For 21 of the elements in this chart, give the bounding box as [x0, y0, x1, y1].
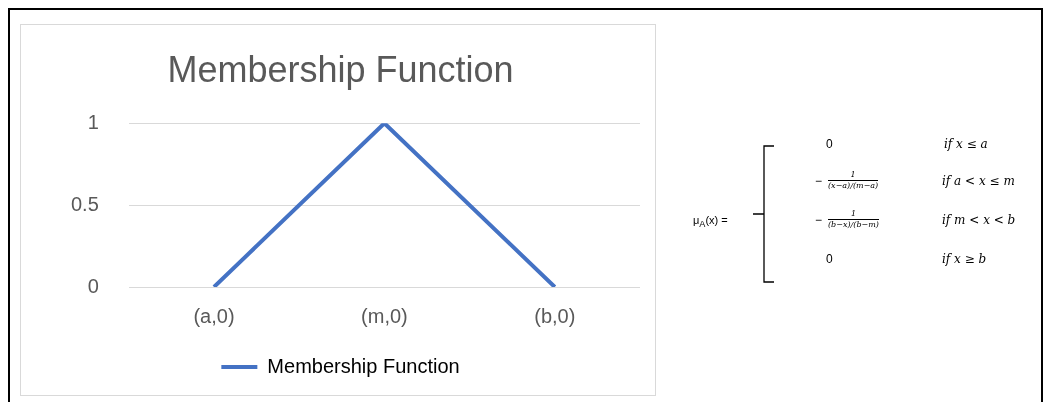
y-tick-label: 0.5 — [70, 192, 99, 215]
text: − — [815, 213, 823, 227]
x-tick-label: (m,0) — [361, 304, 408, 327]
text: (b−x)/(b−m) — [828, 220, 879, 229]
chart-title: Membership Function — [167, 48, 514, 90]
legend-label: Membership Function — [267, 354, 460, 377]
text: if m < x < b — [942, 213, 1016, 227]
text: (x−a)/(m−a) — [828, 181, 879, 190]
text: 1 — [828, 170, 879, 181]
text: if a < x ≤ m — [942, 174, 1015, 188]
x-tick-label: (a,0) — [193, 304, 235, 327]
text: if x ≥ b — [942, 252, 987, 266]
y-tick-label: 0 — [87, 274, 99, 297]
text: 1 — [828, 209, 879, 220]
text: if x ≤ a — [944, 137, 988, 151]
text: μ$_{A}$(x) = — [693, 214, 728, 230]
text: 0 — [826, 137, 833, 151]
x-tick-label: (b,0) — [534, 304, 576, 327]
y-tick-label: 1 — [87, 110, 99, 133]
text: 0 — [826, 252, 833, 266]
text: − — [815, 174, 823, 188]
